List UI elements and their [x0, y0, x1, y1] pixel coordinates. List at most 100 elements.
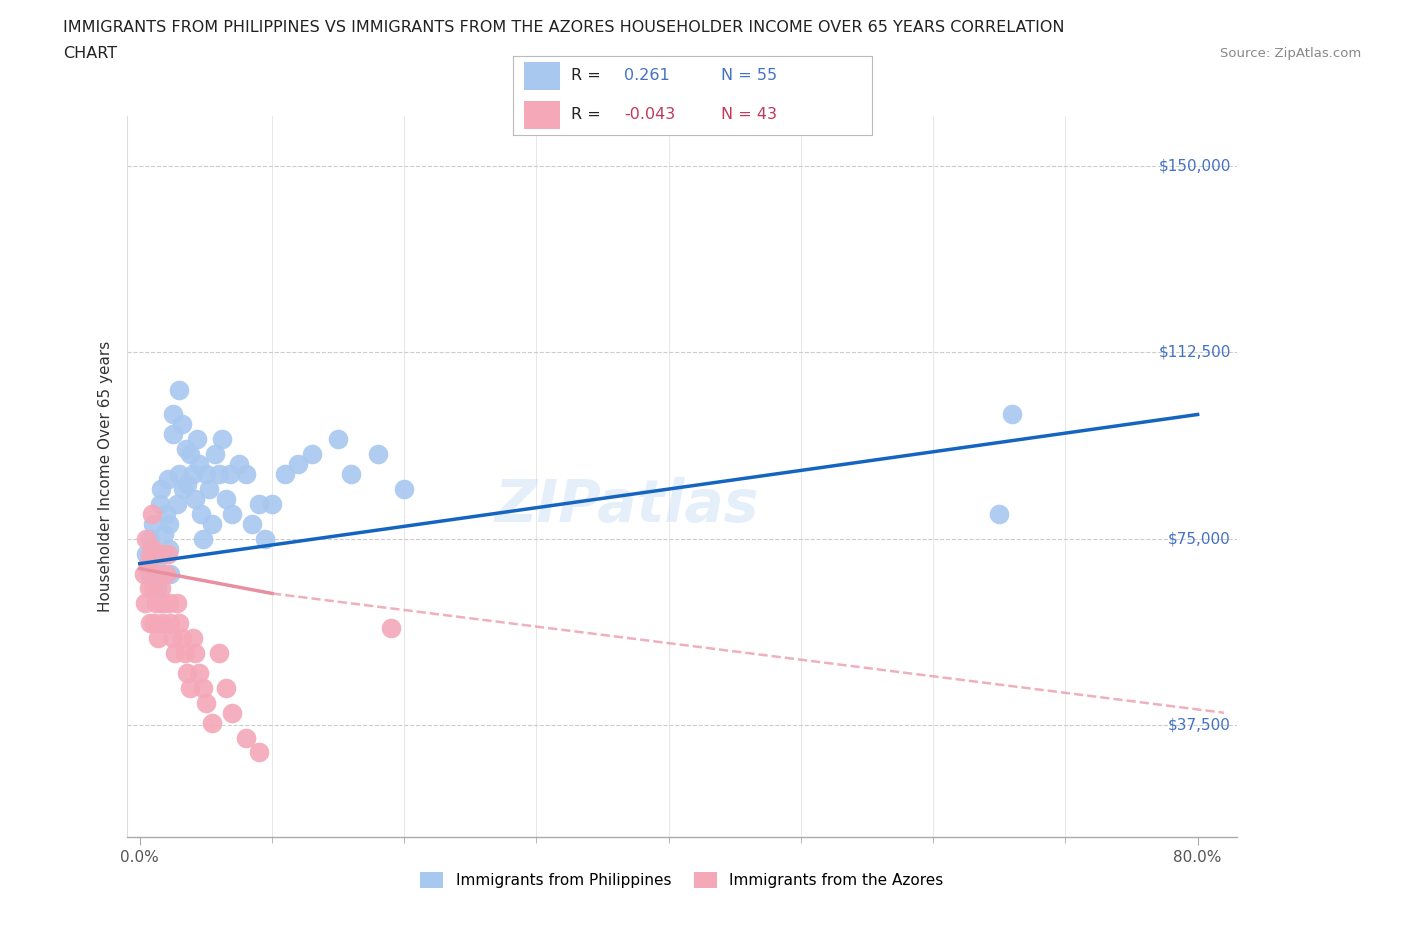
Point [169, 616, 191, 631]
Point [367, 446, 389, 461]
Point [159, 566, 181, 581]
Point [988, 507, 1011, 522]
Text: N = 55: N = 55 [721, 69, 778, 84]
Point [141, 507, 163, 522]
Point [274, 467, 297, 482]
Text: CHART: CHART [63, 46, 117, 61]
Point [135, 531, 157, 546]
Point [139, 616, 162, 631]
Point [172, 417, 194, 432]
Point [148, 631, 170, 645]
Text: R =: R = [571, 107, 606, 122]
Point [221, 705, 243, 720]
Point [181, 467, 204, 482]
Point [165, 645, 187, 660]
Point [149, 581, 172, 596]
Point [172, 631, 194, 645]
Point [221, 507, 243, 522]
Point [149, 482, 172, 497]
Point [326, 432, 349, 446]
Point [380, 621, 402, 636]
Point [146, 581, 169, 596]
Point [152, 596, 174, 611]
Point [188, 457, 211, 472]
Point [211, 432, 233, 446]
Point [156, 472, 179, 486]
Point [218, 467, 240, 482]
Text: -0.043: -0.043 [624, 107, 676, 122]
Point [162, 407, 184, 422]
Point [208, 467, 231, 482]
Point [179, 681, 201, 696]
Point [194, 696, 217, 711]
Point [181, 631, 204, 645]
Point [188, 666, 211, 681]
Point [186, 432, 208, 446]
Point [173, 645, 195, 660]
Point [247, 497, 270, 512]
Legend: Immigrants from Philippines, Immigrants from the Azores: Immigrants from Philippines, Immigrants … [415, 866, 949, 895]
Point [169, 467, 191, 482]
Bar [524, 62, 560, 90]
Point [201, 715, 224, 730]
Point [176, 666, 198, 681]
Bar [524, 100, 560, 128]
Text: $112,500: $112,500 [1159, 345, 1230, 360]
Point [247, 745, 270, 760]
Point [162, 427, 184, 442]
Point [194, 467, 217, 482]
Point [162, 631, 184, 645]
Point [156, 546, 179, 561]
Point [139, 546, 162, 561]
Point [215, 681, 238, 696]
Point [138, 566, 160, 581]
Point [174, 442, 197, 457]
Text: $75,000: $75,000 [1168, 531, 1230, 546]
Point [197, 482, 219, 497]
Point [169, 382, 191, 397]
Point [208, 645, 231, 660]
Point [184, 492, 207, 507]
Point [287, 457, 309, 472]
Point [150, 616, 173, 631]
Point [172, 482, 194, 497]
Point [340, 467, 363, 482]
Point [157, 541, 180, 556]
Point [145, 556, 167, 571]
Point [149, 497, 172, 512]
Point [149, 596, 172, 611]
Point [228, 457, 250, 472]
Point [157, 516, 180, 531]
Point [176, 477, 198, 492]
Point [142, 516, 165, 531]
Point [145, 596, 167, 611]
Text: $37,500: $37,500 [1168, 718, 1230, 733]
Point [138, 581, 160, 596]
Point [155, 566, 177, 581]
Point [235, 467, 257, 482]
Text: Source: ZipAtlas.com: Source: ZipAtlas.com [1220, 46, 1361, 60]
Point [159, 616, 181, 631]
Point [152, 526, 174, 541]
Point [132, 566, 155, 581]
Point [146, 566, 169, 581]
Point [143, 616, 166, 631]
Point [149, 546, 172, 561]
Point [260, 497, 283, 512]
Point [201, 516, 224, 531]
Point [301, 446, 323, 461]
Point [166, 497, 188, 512]
Point [135, 546, 157, 561]
Point [235, 730, 257, 745]
Y-axis label: Householder Income Over 65 years: Householder Income Over 65 years [97, 341, 112, 612]
Text: ZIPatlas: ZIPatlas [494, 477, 759, 534]
Point [184, 645, 207, 660]
Point [190, 507, 212, 522]
Point [1001, 407, 1024, 422]
Text: IMMIGRANTS FROM PHILIPPINES VS IMMIGRANTS FROM THE AZORES HOUSEHOLDER INCOME OVE: IMMIGRANTS FROM PHILIPPINES VS IMMIGRANT… [63, 20, 1064, 35]
Text: $150,000: $150,000 [1159, 158, 1230, 174]
Point [179, 446, 201, 461]
Point [193, 531, 215, 546]
Point [394, 482, 416, 497]
Text: N = 43: N = 43 [721, 107, 778, 122]
